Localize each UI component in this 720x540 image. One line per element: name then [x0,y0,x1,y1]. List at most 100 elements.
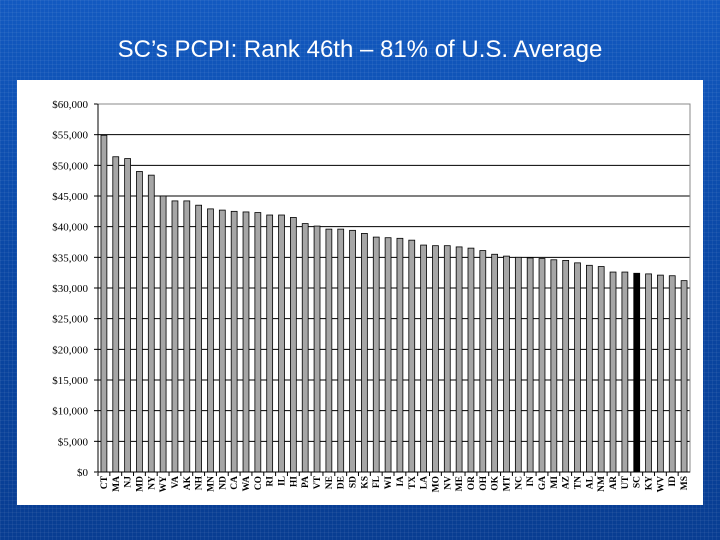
x-tick-label: MT [502,475,512,491]
bar-ne [325,228,333,473]
bar-ut [621,271,629,473]
x-tick-label: LA [420,476,430,489]
x-tick-label: SD [349,476,359,488]
x-tick-label: MI [550,476,560,489]
bar-ri [266,214,274,473]
bar-ma [112,156,120,473]
x-tick-label: RI [266,476,276,487]
bars [100,134,688,473]
bar-md [136,171,143,473]
x-tick-label: KY [645,476,655,490]
x-tick-label: TX [408,476,418,489]
x-tick-label: KS [360,476,370,489]
bar-wi [384,237,392,473]
x-tick-label: NJ [124,476,134,488]
y-tick-label: $60,000 [52,99,88,111]
slide-title: SC’s PCPI: Rank 46th – 81% of U.S. Avera… [117,36,603,63]
x-tick-label: WA [242,476,252,491]
x-tick-label: SC [633,476,643,488]
bar-wa [242,211,250,473]
y-tick-label: $0 [77,467,89,479]
x-tick-label: HI [289,476,299,487]
y-tick-label: $35,000 [52,252,88,264]
x-tick-label: PA [301,476,311,488]
bar-chart: $0 $5,000 $10,000 $15,000 $20,000 $25,000 $30,… [52,99,691,493]
plot-frame [97,103,691,473]
x-tick-label: TN [574,476,584,489]
x-tick-label: OK [491,475,501,490]
bar-fl [372,236,380,473]
bar-ar [609,271,617,473]
bar-ia [396,237,404,473]
x-tick-label: ID [668,476,678,487]
bar-or [467,247,475,473]
x-tick-label: UT [621,475,631,489]
bar-al [586,264,593,473]
bar-co [254,212,262,473]
bar-in [526,257,534,473]
x-tick-label: AL [585,476,595,489]
x-tick-label: MO [431,476,441,492]
bar-hi [289,217,297,473]
x-tick-label: WV [656,476,666,493]
y-tick-label: $10,000 [52,406,88,418]
bar-tn [574,262,581,473]
bar-mt [503,255,510,473]
bar-vt [313,225,321,473]
y-tick-label: $30,000 [52,283,88,295]
x-tick-label: WI [384,476,394,490]
x-tick-label: ND [218,476,228,490]
x-tick-label: IL [278,476,288,486]
bar-mo [432,245,439,473]
x-tick-label: NC [514,476,524,490]
x-tick-label: AK [183,475,193,490]
bar-ct [100,134,108,473]
x-tick-label: MA [112,476,122,492]
x-tick-label: CT [100,475,110,489]
x-tick-label: OH [479,475,489,490]
bar-sd [349,229,356,473]
x-tick-label: DE [337,476,347,489]
bar-ny [147,174,155,473]
bar-nh [195,204,202,473]
bar-il [278,214,285,473]
y-tick-label: $50,000 [52,160,88,172]
bar-nm [597,266,605,473]
bar-de [337,228,345,473]
x-tick-label: AR [609,476,619,490]
x-tick-label: VT [313,475,323,489]
x-tick-label: VA [171,476,181,489]
x-tick-label: CA [230,476,240,490]
x-tick-label: MS [680,476,690,490]
bar-tx [408,239,416,473]
y-tick-label: $25,000 [52,314,88,326]
bar-me [455,246,463,473]
bar-wv [657,274,664,473]
bar-ks [361,233,368,473]
bar-wy [159,195,167,473]
y-tick-label: $5,000 [58,436,89,448]
bar-sc [633,272,641,473]
x-tick-label: GA [538,476,548,490]
x-tick-label: ME [455,476,465,491]
bar-nd [218,209,226,473]
bar-ca [230,210,238,473]
y-tick-label: $55,000 [52,130,88,142]
bar-id [668,275,676,473]
x-tick-label: MN [206,476,216,492]
x-tick-label: NH [195,475,205,490]
x-tick-label: IN [526,476,536,487]
y-axis-ticks: $0 $5,000 $10,000 $15,000 $20,000 $25,000 $30,… [52,99,88,479]
x-tick-label: MD [135,476,145,492]
bar-ak [183,200,191,473]
x-tick-label: OR [467,476,477,490]
x-axis-labels: CT MA NJ MD NY WY VA AK NH MN ND CA WA CO RI IL HI PA VT NE… [97,472,690,493]
x-tick-label: NM [597,476,607,492]
y-tick-label: $40,000 [52,222,88,234]
y-tick-label: $15,000 [52,375,88,387]
bar-mn [207,208,214,473]
bar-ms [680,280,688,473]
bar-oh [479,250,487,473]
x-tick-label: CO [254,476,264,490]
bar-ok [491,253,498,473]
